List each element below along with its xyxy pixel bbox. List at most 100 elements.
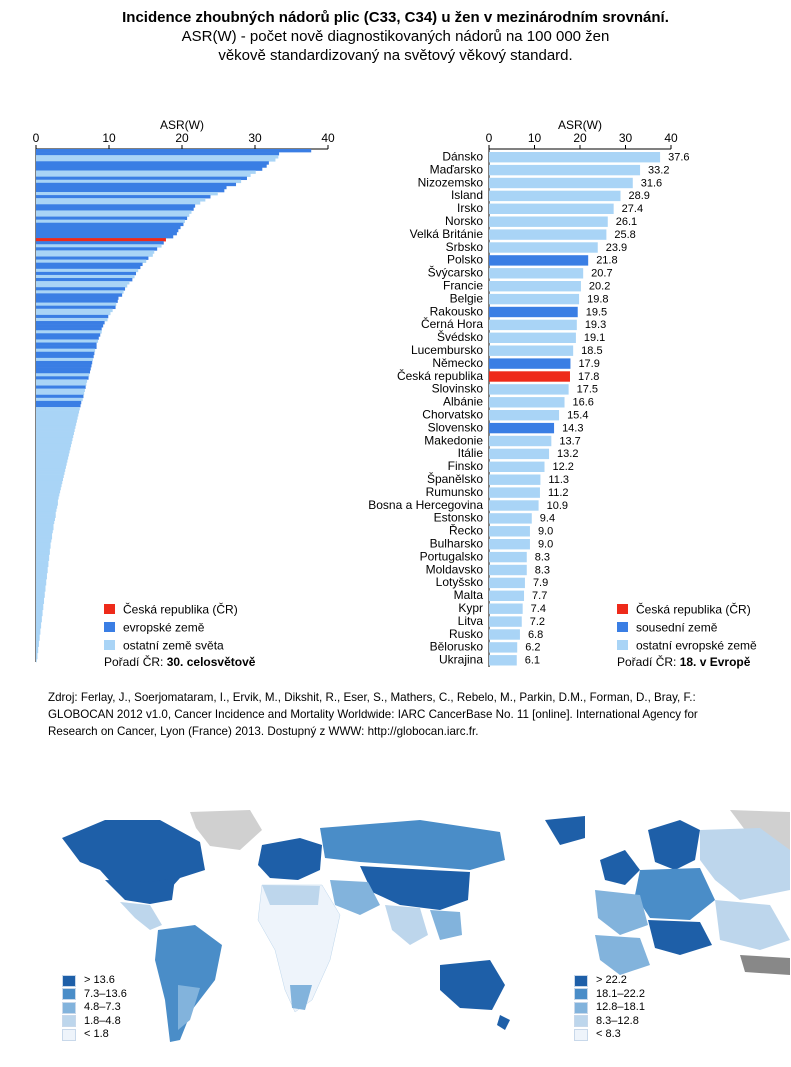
europe-data-label: 7.9 — [533, 577, 548, 589]
world-bar — [36, 489, 61, 494]
europe-bar — [489, 500, 539, 511]
world-tick-label: 40 — [321, 131, 335, 145]
world-bar — [36, 542, 51, 546]
world-bar — [36, 612, 43, 617]
chart-subtitle-1: ASR(W) - počet nově diagnostikovaných ná… — [181, 28, 610, 45]
europe-category-label: Litva — [458, 614, 484, 628]
europe-data-label: 6.2 — [525, 642, 540, 654]
world-bar — [36, 225, 181, 230]
europe-bar — [489, 397, 565, 408]
europe-bar — [489, 448, 550, 460]
world-bar — [36, 532, 53, 537]
world-bar — [36, 213, 190, 217]
europe-data-label: 8.3 — [535, 564, 550, 576]
europe-map-legend-row: < 8.3 — [574, 1028, 645, 1042]
world-bar — [36, 622, 42, 626]
europe-bar — [489, 461, 545, 472]
europe-category-label: Bosna a Hercegovina — [368, 498, 483, 512]
world-bar — [36, 321, 105, 325]
world-bar — [36, 400, 82, 405]
world-bar — [36, 373, 90, 377]
europe-category-label: Lucembursko — [411, 343, 483, 357]
world-rank-value: 30. celosvětově — [167, 655, 256, 669]
europe-map-legend-row: 18.1–22.2 — [574, 988, 645, 1002]
world-bar — [36, 419, 77, 423]
world-bar — [36, 474, 64, 478]
europe-data-label: 18.5 — [581, 345, 602, 357]
europe-tick-label: 20 — [573, 131, 587, 145]
europe-map-legend-swatch — [574, 1015, 588, 1028]
world-bar — [36, 486, 61, 491]
europe-legend-label: sousední země — [636, 621, 718, 635]
world-bar — [36, 437, 73, 442]
world-bar — [36, 265, 141, 270]
europe-category-label: Švédsko — [437, 329, 483, 344]
world-legend-swatch — [104, 604, 115, 614]
europe-bar — [489, 539, 530, 550]
europe-category-label: Řecko — [449, 523, 483, 538]
europe-bar — [489, 164, 641, 176]
world-bar — [36, 459, 68, 463]
world-bar — [36, 195, 211, 199]
europe-category-label: Chorvatsko — [422, 408, 483, 422]
europe-bar — [489, 513, 532, 524]
world-bar — [36, 216, 188, 220]
europe-category-label: Estonsko — [434, 511, 484, 525]
world-bar — [36, 520, 55, 525]
europe-data-label: 7.4 — [531, 603, 546, 615]
world-bar — [36, 345, 97, 349]
europe-bar — [489, 203, 614, 214]
world-bar — [36, 652, 38, 657]
world-bar — [36, 496, 59, 500]
europe-legend-swatch — [617, 622, 628, 632]
world-bar-chart: ASR(W) 0 10 20 30 40 — [33, 118, 335, 663]
world-bar — [36, 370, 91, 374]
world-rank-prefix: Pořadí ČR: — [104, 654, 167, 669]
world-bar — [36, 308, 113, 313]
europe-bar — [489, 216, 608, 227]
europe-map-legend-swatch — [574, 974, 588, 987]
world-bar — [36, 339, 99, 343]
world-bar — [36, 536, 53, 540]
europe-bar — [489, 177, 633, 189]
world-bar — [36, 188, 225, 193]
world-bar — [36, 526, 54, 531]
europe-data-label: 10.9 — [547, 500, 568, 512]
world-bar — [36, 256, 149, 260]
world-bar — [36, 198, 206, 202]
europe-bar — [489, 551, 527, 563]
europe-map-legend-row: > 22.2 — [574, 974, 645, 988]
world-bar — [36, 557, 50, 561]
world-bar — [36, 250, 155, 254]
europe-bar — [489, 590, 525, 601]
world-legend-label: ostatní země světa — [123, 639, 224, 653]
world-bar — [36, 609, 43, 614]
europe-data-label: 28.9 — [628, 190, 649, 202]
title-block: Incidence zhoubných nádorů plic (C33, C3… — [0, 8, 791, 65]
europe-category-label: Polsko — [447, 253, 483, 267]
europe-category-label: Itálie — [458, 446, 484, 460]
europe-data-label: 17.5 — [577, 384, 598, 396]
world-bar — [36, 167, 263, 171]
europe-data-label: 8.3 — [535, 551, 550, 563]
world-bar — [36, 192, 218, 196]
world-bar — [36, 465, 66, 469]
europe-data-label: 25.8 — [614, 229, 635, 241]
world-bar — [36, 367, 91, 371]
chart-legends: Česká republika (ČR) evropské země ostatní… — [104, 602, 757, 669]
world-map-legend-row: < 1.8 — [62, 1028, 127, 1042]
europe-data-label: 11.3 — [548, 474, 569, 486]
world-map-legend-row: 4.8–7.3 — [62, 1001, 127, 1015]
europe-data-label: 21.8 — [596, 255, 617, 267]
world-bar — [36, 554, 50, 558]
chart-subtitle-2: věkově standardizovaný na světový věkový… — [218, 47, 573, 64]
europe-bar — [489, 152, 661, 163]
europe-data-label: 19.5 — [586, 306, 607, 318]
world-bar — [36, 591, 45, 595]
world-bar — [36, 410, 80, 414]
europe-map-legend-label: 12.8–18.1 — [596, 1001, 645, 1014]
world-bar — [36, 397, 83, 402]
world-bar — [36, 219, 185, 224]
world-legend-label: Česká republika (ČR) — [123, 602, 238, 617]
